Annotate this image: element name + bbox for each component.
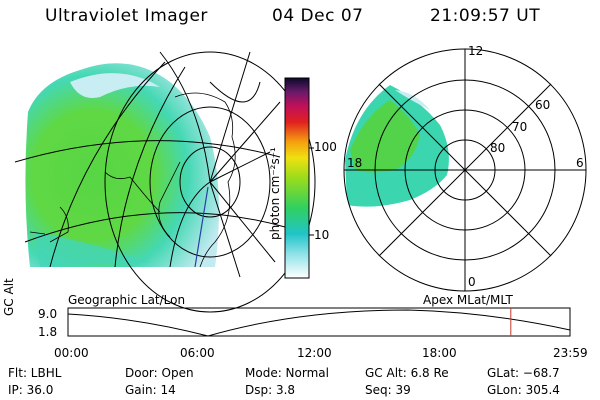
xtick-0600: 06:00 [180, 346, 215, 360]
time-label: 21:09:57 UT [430, 6, 541, 26]
instrument-title: Ultraviolet Imager [45, 6, 208, 26]
mlat-label-70: 70 [512, 120, 528, 134]
info-mode: Mode: Normal [245, 366, 329, 380]
colorbar [284, 77, 314, 279]
info-seq: Seq: 39 [365, 383, 411, 397]
xtick-0000: 00:00 [54, 346, 89, 360]
colorbar-unit-label: photon cm⁻²s⁻¹ [268, 147, 282, 240]
colorbar-tick-100: 100 [314, 140, 337, 154]
mlt-label-0: 0 [468, 275, 476, 289]
mlt-label-12: 12 [468, 44, 484, 58]
info-dsp: Dsp: 3.8 [245, 383, 296, 397]
xtick-1800: 18:00 [422, 346, 457, 360]
apex-title: Apex MLat/MLT [423, 293, 513, 307]
info-flt: Flt: LBHL [8, 366, 62, 380]
mlt-label-6: 6 [576, 156, 584, 170]
mlat-label-60: 60 [535, 98, 551, 112]
info-door: Door: Open [125, 366, 194, 380]
mlat-label-80: 80 [490, 141, 506, 155]
xtick-2359: 23:59 [553, 346, 588, 360]
xtick-1200: 12:00 [297, 346, 332, 360]
geographic-image [14, 51, 316, 313]
altitude-ylabel: GC Alt [2, 278, 16, 316]
info-glon: GLon: 305.4 [487, 383, 560, 397]
geographic-title: Geographic Lat/Lon [68, 293, 186, 307]
info-gcalt: GC Alt: 6.8 Re [365, 366, 449, 380]
altitude-plot [67, 307, 571, 337]
mlt-label-18: 18 [347, 156, 363, 170]
info-glat: GLat: −68.7 [487, 366, 560, 380]
altitude-ytick-low: 1.8 [38, 325, 58, 339]
info-gain: Gain: 14 [125, 383, 176, 397]
info-ip: IP: 36.0 [8, 383, 54, 397]
polar-plot [343, 48, 587, 292]
altitude-ytick-high: 9.0 [38, 307, 58, 321]
date-label: 04 Dec 07 [272, 6, 364, 26]
colorbar-tick-10: 10 [314, 228, 330, 242]
